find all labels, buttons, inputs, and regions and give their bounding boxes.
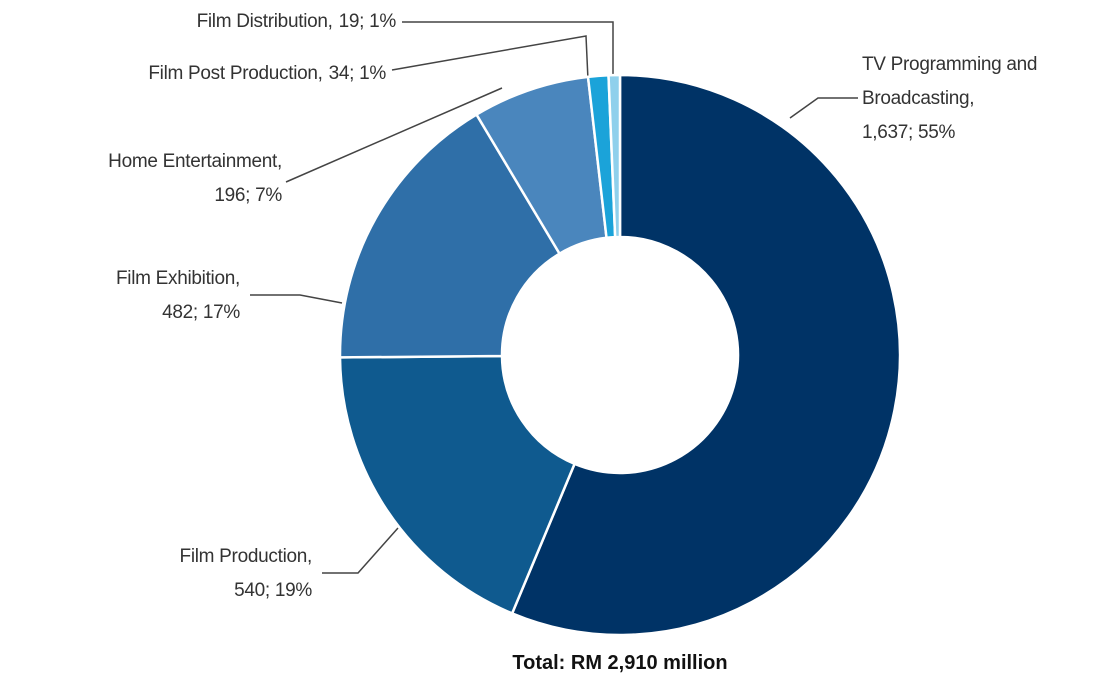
donut-slice <box>338 354 577 616</box>
category-label: Film Production, <box>179 546 313 567</box>
leader-line <box>285 87 503 183</box>
leader-lines <box>250 21 858 574</box>
category-label: Film Exhibition, <box>115 268 240 289</box>
category-label: TV Programming and Broadcasting, <box>862 54 1038 109</box>
leader-line <box>402 21 614 80</box>
slice-label: Film Production, 540; 19% <box>179 540 313 608</box>
leader-line <box>250 294 343 304</box>
slice-label: Film Distribution, 19; 1% <box>196 5 397 39</box>
slice-label: TV Programming and Broadcasting, 1,637; 5… <box>862 48 1097 150</box>
value-label: 1,637; 55% <box>862 122 956 143</box>
leader-line <box>322 527 399 574</box>
slice-label: Home Entertainment, 196; 7% <box>108 145 282 213</box>
value-label: 540; 19% <box>234 580 312 601</box>
donut-slice <box>338 112 562 359</box>
value-label: 196; 7% <box>214 185 282 206</box>
total-label: Total: RM 2,910 million <box>512 652 728 674</box>
category-label: Film Post Production, <box>148 63 323 84</box>
donut-slice <box>607 73 622 239</box>
value-label: 482; 17% <box>162 302 240 323</box>
leader-line <box>789 97 858 119</box>
slice-label: Film Post Production, 34; 1% <box>148 57 386 91</box>
value-label: 34; 1% <box>328 63 387 84</box>
category-label: Home Entertainment, <box>108 151 282 172</box>
category-label: Film Distribution, <box>196 11 333 32</box>
leader-line <box>391 35 589 81</box>
value-label: 19; 1% <box>338 11 397 32</box>
donut-slice <box>510 73 902 637</box>
slice-label: Film Exhibition, 482; 17% <box>116 262 240 330</box>
